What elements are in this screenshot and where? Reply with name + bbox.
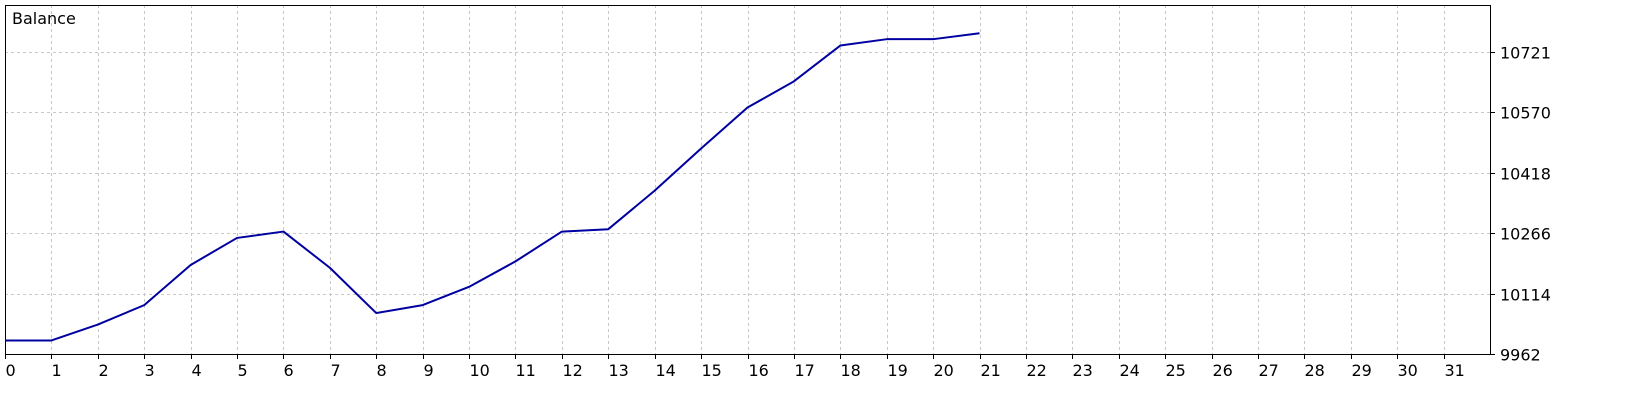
x-tick-label: 4: [192, 361, 202, 380]
x-tick-label: 19: [888, 361, 908, 380]
x-tick-label: 1: [52, 361, 62, 380]
x-tick-label: 2: [99, 361, 109, 380]
x-tick-label: 22: [1027, 361, 1047, 380]
y-tick-label: 10721: [1500, 44, 1551, 63]
y-tick-label: 10266: [1500, 225, 1551, 244]
x-tick-label: 27: [1259, 361, 1279, 380]
x-tick-label: 25: [1166, 361, 1186, 380]
y-tick-label: 9962: [1500, 346, 1541, 365]
legend-label-balance: Balance: [12, 9, 76, 28]
x-tick-label: 12: [563, 361, 583, 380]
x-tick-label: 31: [1445, 361, 1465, 380]
x-tick-label: 29: [1352, 361, 1372, 380]
x-tick-label: 21: [981, 361, 1001, 380]
series-line-balance: [5, 32, 980, 342]
x-tick-label: 0: [6, 361, 16, 380]
x-tick-label: 16: [749, 361, 769, 380]
x-tick-label: 15: [702, 361, 722, 380]
x-tick-label: 17: [795, 361, 815, 380]
x-tick-label: 28: [1305, 361, 1325, 380]
x-tick-label: 8: [377, 361, 387, 380]
plot-frame: [5, 5, 1491, 355]
axes: [5, 5, 1495, 359]
x-tick-label: 24: [1120, 361, 1140, 380]
x-tick-label: 6: [284, 361, 294, 380]
y-tick-label: 10570: [1500, 104, 1551, 123]
x-tick-label: 5: [238, 361, 248, 380]
x-tick-label: 9: [424, 361, 434, 380]
x-tick-label: 23: [1073, 361, 1093, 380]
x-tick-label: 10: [470, 361, 490, 380]
y-tick-label: 10114: [1500, 286, 1551, 305]
x-tick-label: 20: [934, 361, 954, 380]
y-tick-label: 10418: [1500, 165, 1551, 184]
x-tick-label: 3: [145, 361, 155, 380]
x-tick-label: 13: [609, 361, 629, 380]
grid-lines: [5, 5, 1490, 354]
x-tick-label: 26: [1213, 361, 1233, 380]
x-tick-label: 18: [841, 361, 861, 380]
x-tick-label: 30: [1398, 361, 1418, 380]
x-tick-label: 7: [331, 361, 341, 380]
x-tick-label: 11: [516, 361, 536, 380]
x-tick-label: 14: [656, 361, 676, 380]
